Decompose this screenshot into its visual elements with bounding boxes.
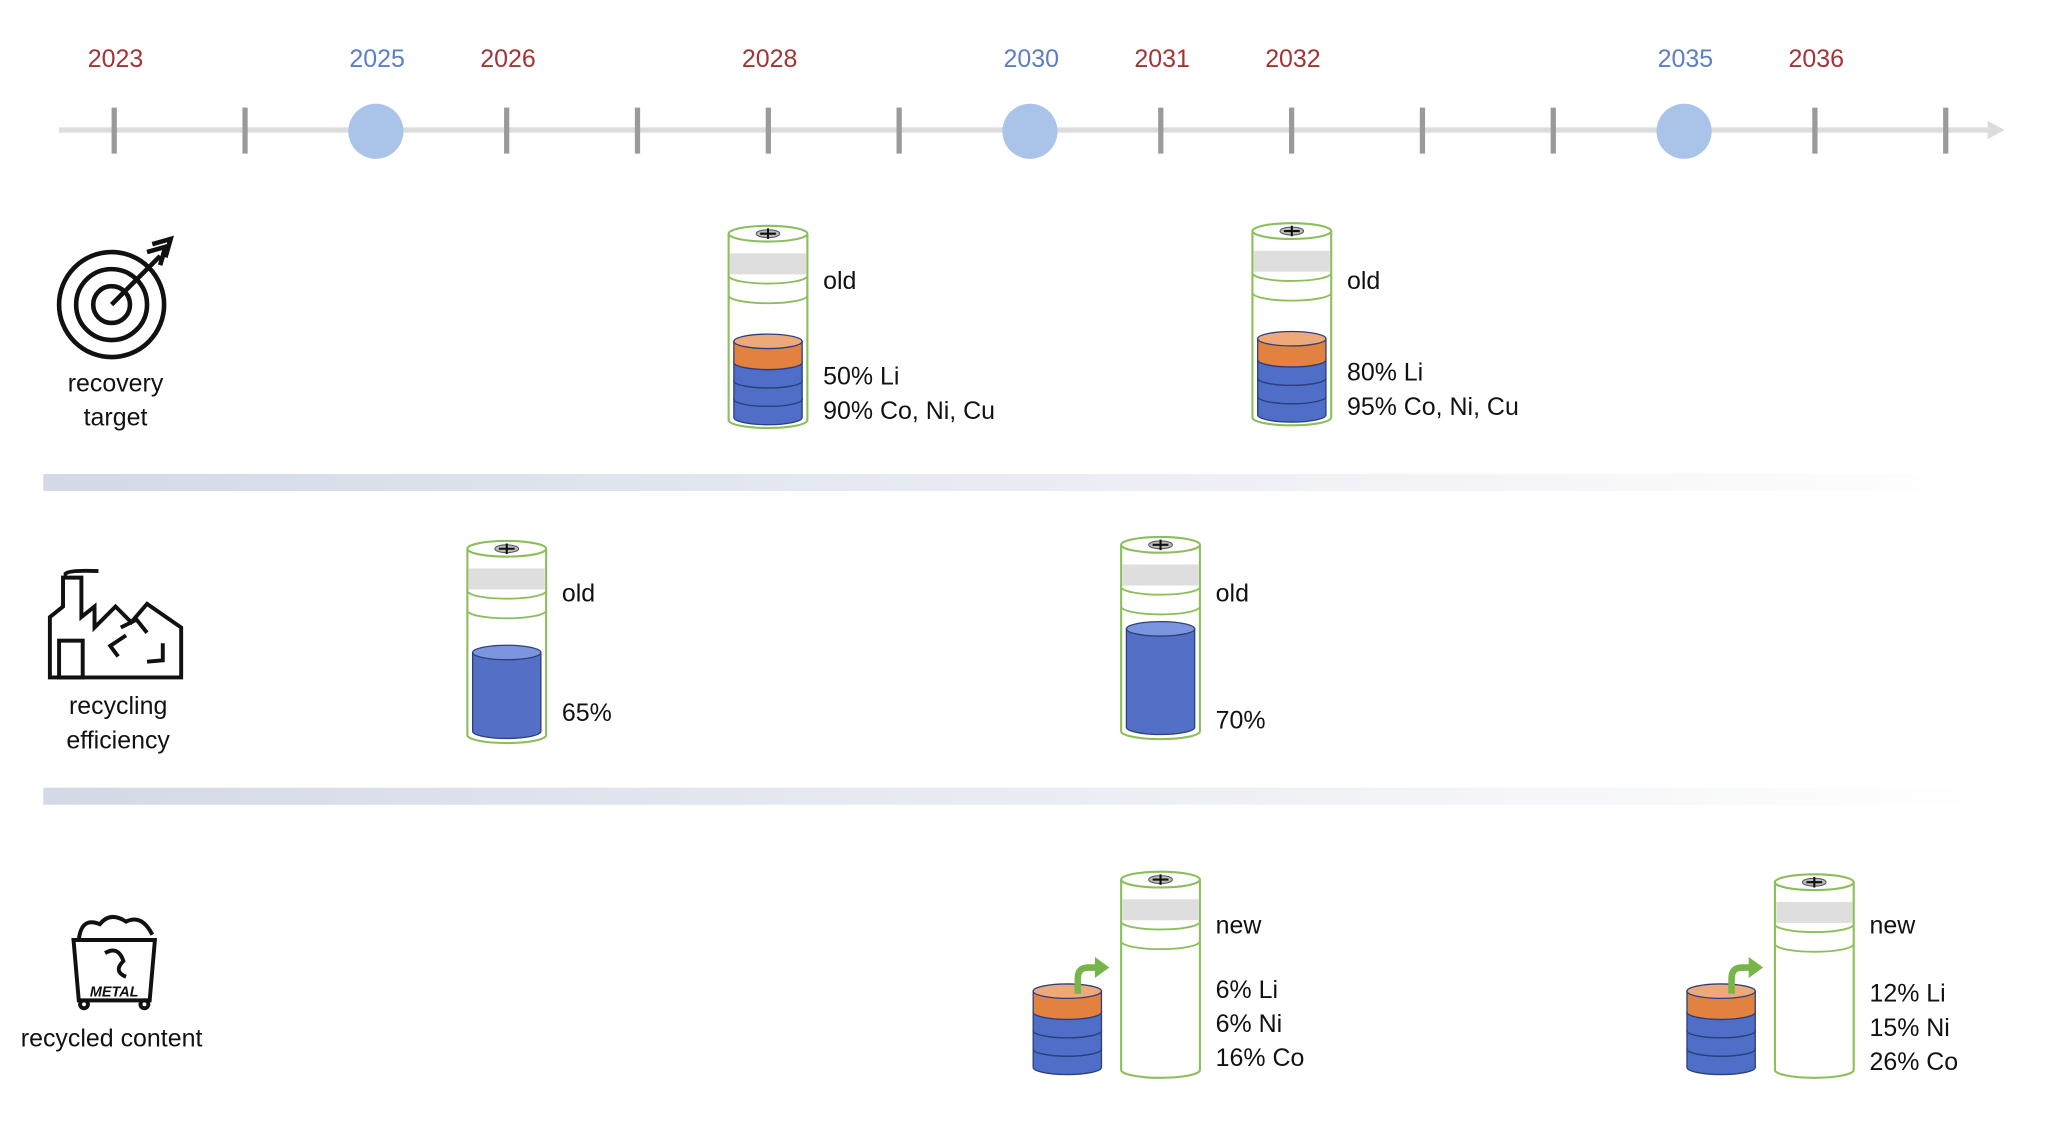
row-label: recycled content <box>21 1024 203 1052</box>
year-label: 2028 <box>742 45 797 73</box>
battery-line <box>727 295 809 305</box>
battery-band <box>1253 250 1330 272</box>
row-divider <box>43 787 2000 805</box>
disc <box>1257 338 1327 368</box>
battery-plus <box>1283 225 1300 237</box>
battery-value: 90% Co, Ni, Cu <box>823 397 995 425</box>
disc-top <box>1257 330 1327 347</box>
battery-value: 65% <box>562 699 612 727</box>
battery-value: 6% Ni <box>1216 1010 1283 1038</box>
battery-line <box>1774 923 1855 934</box>
battery-status: old <box>1347 267 1380 295</box>
battery-band <box>1122 564 1199 586</box>
battery-line <box>1120 606 1201 616</box>
disc-top <box>1032 983 1103 1000</box>
year-label: 2030 <box>1004 45 1059 73</box>
arrow <box>1074 964 1097 994</box>
battery-line <box>1774 943 1855 953</box>
battery-line <box>1120 586 1201 596</box>
battery-line <box>1120 941 1201 951</box>
milestone-dot <box>1002 103 1058 159</box>
year-label: 2026 <box>480 45 535 73</box>
year-label: 2036 <box>1788 45 1843 73</box>
row-label: target <box>84 403 148 431</box>
battery-plus <box>1152 539 1169 551</box>
metal-bin-icon <box>71 915 158 1011</box>
row-label: recovery <box>68 369 164 397</box>
battery-status: old <box>562 579 595 607</box>
milestone-dot <box>1656 103 1712 159</box>
battery-value: 70% <box>1216 707 1266 735</box>
battery-value: 26% Co <box>1869 1048 1958 1076</box>
disc-top <box>1125 620 1196 637</box>
battery-value: 6% Li <box>1216 976 1278 1004</box>
year-label: 2035 <box>1658 45 1713 73</box>
disc <box>471 651 542 740</box>
battery-status: new <box>1869 911 1916 939</box>
battery-plus <box>1152 874 1169 885</box>
disc-top <box>471 644 542 661</box>
arrow <box>1728 964 1750 994</box>
battery-band <box>729 253 807 275</box>
battery-line <box>1251 272 1333 282</box>
battery-band <box>1122 899 1199 921</box>
year-label: 2032 <box>1265 45 1320 73</box>
battery-value: 50% Li <box>823 363 899 391</box>
battery-status: old <box>1216 579 1249 607</box>
year-label: 2031 <box>1134 45 1189 73</box>
battery-band <box>1776 901 1853 923</box>
disc <box>1032 990 1103 1021</box>
disc-top <box>733 333 803 350</box>
disc <box>1125 628 1196 736</box>
battery-plus <box>498 543 515 555</box>
battery-line <box>1251 292 1333 302</box>
battery-value: 80% Li <box>1347 359 1423 387</box>
battery-status: new <box>1216 911 1263 939</box>
row-label: efficiency <box>66 726 170 754</box>
milestone-dot <box>348 103 404 159</box>
battery-band <box>468 568 545 590</box>
disc <box>1686 990 1756 1021</box>
battery-plus <box>1806 876 1823 888</box>
timeline-arrow <box>1987 120 2005 140</box>
arrow-head <box>1094 957 1110 979</box>
icon-text: METAL <box>90 984 139 1000</box>
battery-line <box>466 590 548 600</box>
battery-plus <box>760 228 776 239</box>
year-label: 2023 <box>88 45 143 73</box>
battery-line <box>727 275 809 285</box>
target-icon <box>56 235 175 360</box>
battery-line <box>1120 921 1201 931</box>
battery-line <box>466 610 548 620</box>
content: 2023 2025 2026 2028 2030 2031 2032 2035 2036 reco… <box>21 45 1958 1079</box>
row-divider <box>43 473 2000 491</box>
battery-value: 12% Li <box>1869 980 1945 1008</box>
year-label: 2025 <box>349 45 404 73</box>
arrow-head <box>1748 957 1764 979</box>
factory-icon <box>47 568 184 680</box>
battery-status: old <box>823 267 856 295</box>
battery-value: 95% Co, Ni, Cu <box>1347 393 1519 421</box>
disc-top <box>1686 983 1756 1000</box>
battery-value: 15% Ni <box>1869 1014 1949 1042</box>
row-label: recycling <box>69 692 167 720</box>
battery-value: 16% Co <box>1216 1044 1305 1072</box>
disc <box>733 340 803 371</box>
